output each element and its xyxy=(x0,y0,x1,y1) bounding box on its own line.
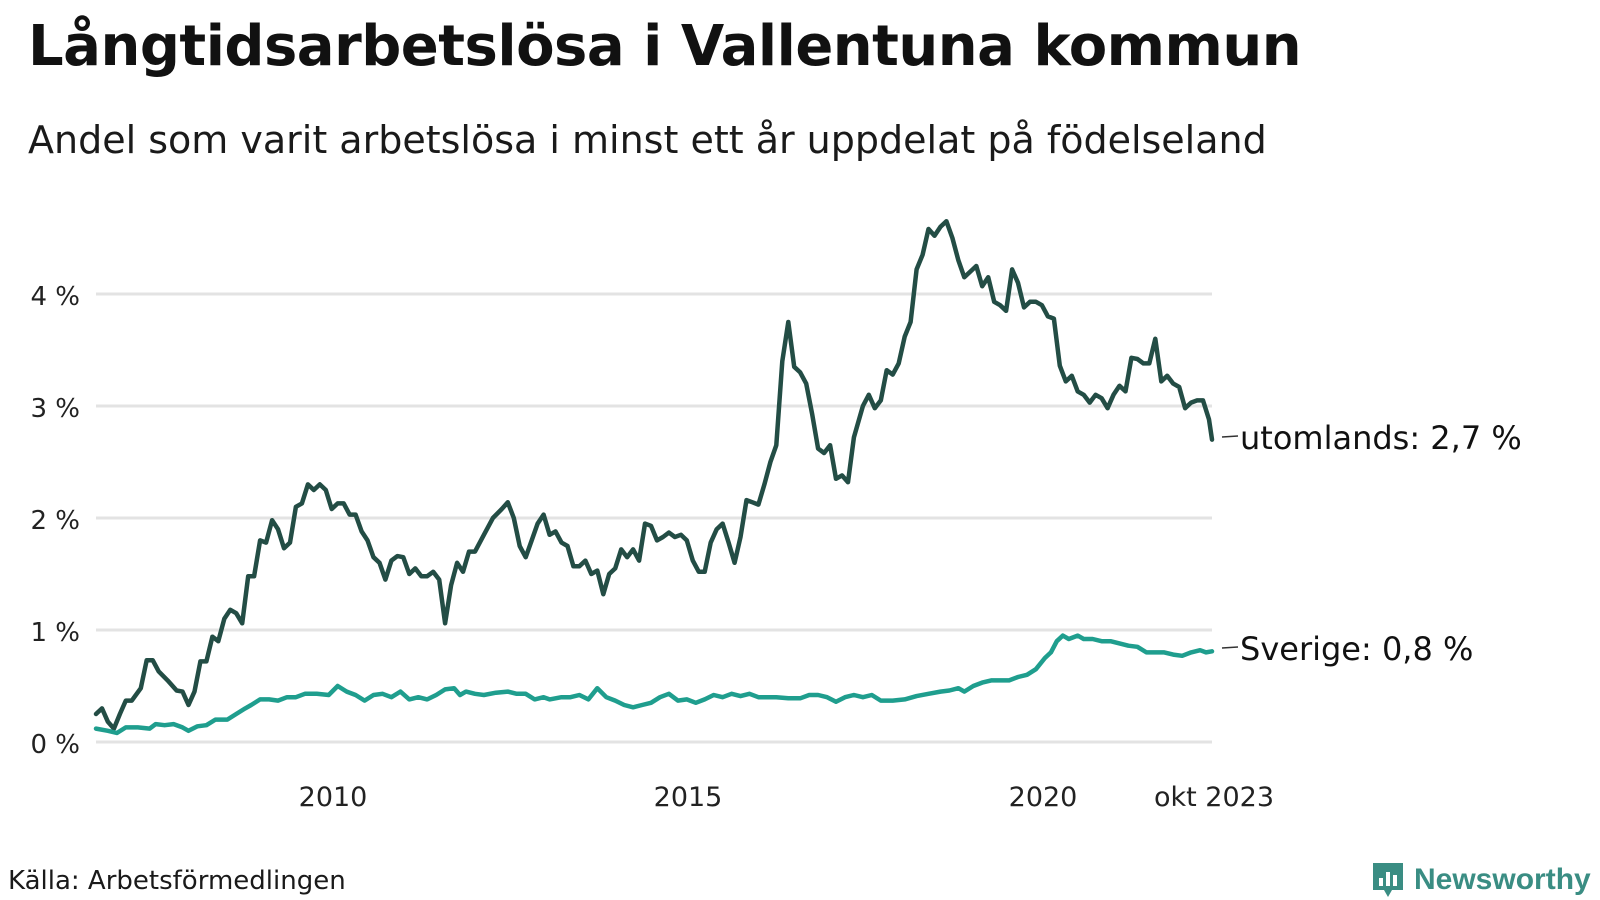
x-axis-ticks: 2010 2015 2020 okt 2023 xyxy=(299,782,1274,813)
x-tick-label-3: okt 2023 xyxy=(1154,782,1274,813)
source-note: Källa: Arbetsförmedlingen xyxy=(8,866,346,896)
end-label-connector-sverige xyxy=(1221,646,1239,649)
y-tick-label-4: 4 % xyxy=(30,282,80,312)
x-tick-label-0: 2010 xyxy=(299,782,368,813)
brand-name: Newsworthy xyxy=(1414,863,1591,896)
series-line-utomlands xyxy=(93,218,1215,731)
series-lines xyxy=(93,218,1215,736)
end-label-utomlands: utomlands: 2,7 % xyxy=(1240,419,1522,457)
chart-title: Långtidsarbetslösa i Vallentuna kommun xyxy=(28,14,1302,79)
end-label-connector-utomlands xyxy=(1221,435,1239,438)
y-axis-ticks: 0 % 1 % 2 % 3 % 4 % xyxy=(30,282,80,760)
brand-logo: Newsworthy xyxy=(1370,860,1591,900)
chart-subtitle: Andel som varit arbetslösa i minst ett å… xyxy=(28,118,1267,162)
x-tick-label-2: 2020 xyxy=(1009,782,1078,813)
y-tick-label-3: 3 % xyxy=(30,394,80,424)
y-tick-label-0: 0 % xyxy=(30,730,80,760)
y-tick-label-2: 2 % xyxy=(30,506,80,536)
newsworthy-logo-icon xyxy=(1373,863,1403,897)
series-line-sverige xyxy=(93,633,1215,736)
x-tick-label-1: 2015 xyxy=(654,782,723,813)
grid-lines xyxy=(96,292,1212,744)
series-end-labels: utomlands: 2,7 % Sverige: 0,8 % xyxy=(1221,419,1522,668)
y-tick-label-1: 1 % xyxy=(30,618,80,648)
end-label-sverige: Sverige: 0,8 % xyxy=(1240,630,1473,668)
